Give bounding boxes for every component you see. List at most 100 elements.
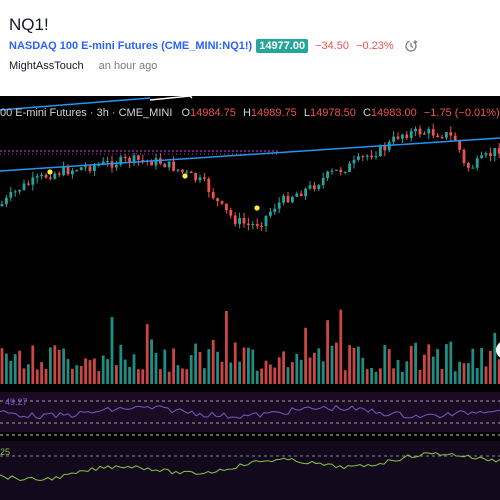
candle-body	[374, 156, 378, 158]
volume-bar	[119, 344, 123, 384]
author-name-link[interactable]: MightAssTouch	[9, 60, 84, 72]
legend-high: 14989.75	[250, 107, 297, 119]
candle-body	[62, 167, 65, 175]
candle-body	[132, 155, 136, 163]
candle-body	[471, 167, 475, 169]
candle-body	[453, 135, 457, 141]
published-time: an hour ago	[98, 60, 158, 72]
volume-bar	[291, 362, 294, 384]
candle-body	[326, 171, 329, 178]
volume-bar	[326, 320, 329, 384]
candle-body	[343, 171, 347, 173]
rsi-pane-bg	[0, 392, 500, 432]
volume-bar	[207, 349, 211, 384]
price-chart-canvas[interactable]	[0, 96, 500, 500]
candle-body	[198, 177, 202, 181]
candle-body	[291, 196, 294, 203]
candle-body	[123, 156, 127, 158]
exchange-ticker-link[interactable]: (CME_MINI:NQ1!)	[161, 40, 253, 52]
volume-bar	[396, 360, 400, 384]
candle-body	[176, 169, 180, 171]
candle-body	[260, 225, 263, 227]
candle-body	[35, 176, 39, 178]
volume-bar	[62, 348, 65, 384]
candle-body	[49, 177, 52, 179]
volume-bar	[339, 309, 343, 384]
volume-bar	[225, 311, 228, 384]
volume-bar	[493, 332, 497, 384]
rsi-value-label: 49.27	[5, 397, 28, 407]
trendline-top-white	[149, 96, 191, 101]
volume-bar	[277, 357, 281, 384]
volume-bar	[189, 355, 193, 384]
volume-bar	[13, 354, 17, 384]
candle-body	[277, 202, 281, 209]
candle-body	[172, 161, 175, 171]
volume-bar	[352, 348, 356, 384]
candle-body	[348, 163, 351, 172]
candle-body	[57, 173, 61, 175]
legend-close-label: C	[362, 107, 371, 119]
signal-dot	[47, 169, 53, 175]
candle-body	[18, 189, 21, 192]
candle-body	[137, 155, 140, 160]
candle-body	[321, 177, 325, 186]
trendline-top	[0, 97, 151, 111]
volume-bar	[423, 354, 426, 384]
candle-body	[128, 157, 131, 163]
volume-bar	[137, 369, 140, 384]
volume-bar	[110, 317, 114, 384]
candle-body	[22, 183, 26, 190]
volume-bar	[18, 350, 21, 384]
volume-bar	[357, 346, 360, 384]
instrument-name-link[interactable]: NASDAQ 100 E-mini Futures	[9, 40, 159, 52]
legend-open-label: O	[181, 107, 190, 119]
author-line: MightAssTouch an hour ago	[9, 60, 157, 72]
chart-pane[interactable]: 00 E-mini Futures · 3h · CME_MINI O14984…	[0, 96, 500, 500]
volume-bar	[269, 364, 272, 384]
volume-bar	[255, 370, 259, 384]
candle-body	[317, 185, 321, 189]
volume-bar	[9, 360, 13, 384]
volume-bar	[251, 349, 255, 384]
volume-bar	[57, 349, 61, 384]
candle-body	[467, 163, 470, 168]
volume-bar	[313, 352, 316, 384]
candle-body	[436, 135, 439, 138]
candle-body	[361, 156, 365, 158]
last-price-badge: 14977.00	[256, 39, 309, 53]
volume-bar	[211, 339, 215, 384]
volume-bar	[440, 369, 444, 384]
candle-body	[251, 223, 255, 225]
candle-body	[167, 161, 171, 168]
legend-change: −1.75 (−0.01%)	[423, 107, 500, 119]
candle-body	[225, 203, 228, 211]
candle-body	[352, 159, 356, 164]
volume-bar	[229, 362, 233, 384]
volume-bar	[75, 365, 79, 384]
volume-bar	[22, 368, 26, 384]
signal-dot	[182, 173, 188, 179]
volume-bar	[273, 367, 277, 384]
candle-body	[497, 148, 500, 154]
volume-bar	[203, 368, 206, 384]
candle-body	[370, 155, 373, 158]
candle-body	[330, 170, 334, 172]
candle-body	[295, 193, 299, 197]
volume-bar	[163, 349, 167, 384]
candle-body	[414, 128, 417, 132]
candle-body	[40, 174, 43, 177]
volume-bar	[123, 359, 127, 384]
candle-body	[489, 153, 492, 157]
volume-bar	[427, 344, 431, 384]
candle-body	[401, 134, 404, 139]
replay-clock-icon[interactable]	[404, 39, 418, 53]
volume-bar	[242, 347, 246, 384]
volume-bar	[132, 354, 136, 384]
trendline-top-tick	[189, 96, 193, 99]
legend-close: 14983.00	[370, 107, 417, 119]
candle-body	[462, 149, 466, 164]
candle-body	[493, 148, 497, 157]
volume-bar	[150, 339, 153, 384]
candle-body	[5, 197, 8, 205]
